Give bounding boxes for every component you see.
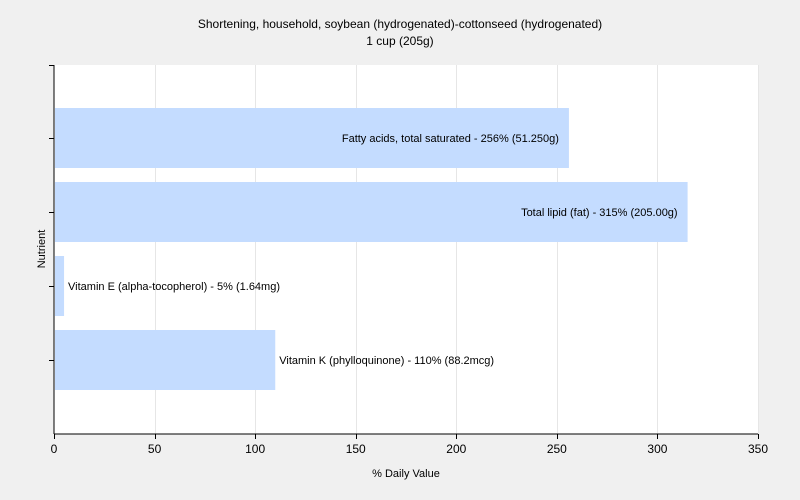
bars	[55, 108, 688, 390]
bar-labels: Fatty acids, total saturated - 256% (51.…	[68, 133, 678, 367]
bar-label-0: Fatty acids, total saturated - 256% (51.…	[342, 133, 559, 145]
y-axis-ticks	[49, 65, 54, 361]
x-tick-label: 150	[346, 442, 366, 456]
x-axis-ticks: 0 50 100 150 200 250 300 350	[51, 434, 768, 456]
chart-title: Shortening, household, soybean (hydrogen…	[198, 17, 602, 31]
bar-2	[55, 256, 65, 316]
bar-label-2: Vitamin E (alpha-tocopherol) - 5% (1.64m…	[68, 281, 280, 293]
x-tick-label: 50	[148, 442, 162, 456]
x-tick-label: 100	[245, 442, 265, 456]
x-axis-title: % Daily Value	[372, 468, 440, 480]
x-tick-label: 200	[446, 442, 466, 456]
x-tick-label: 350	[748, 442, 768, 456]
bar-label-3: Vitamin K (phylloquinone) - 110% (88.2mc…	[279, 355, 494, 367]
y-axis-title: Nutrient	[36, 230, 48, 269]
x-tick-label: 0	[51, 442, 58, 456]
bar-0	[55, 108, 569, 168]
x-tick-label: 250	[547, 442, 567, 456]
bar-1	[55, 182, 688, 242]
bar-3	[55, 330, 276, 390]
bar-label-1: Total lipid (fat) - 315% (205.00g)	[521, 207, 678, 219]
chart-subtitle: 1 cup (205g)	[366, 34, 433, 48]
x-tick-label: 300	[647, 442, 667, 456]
